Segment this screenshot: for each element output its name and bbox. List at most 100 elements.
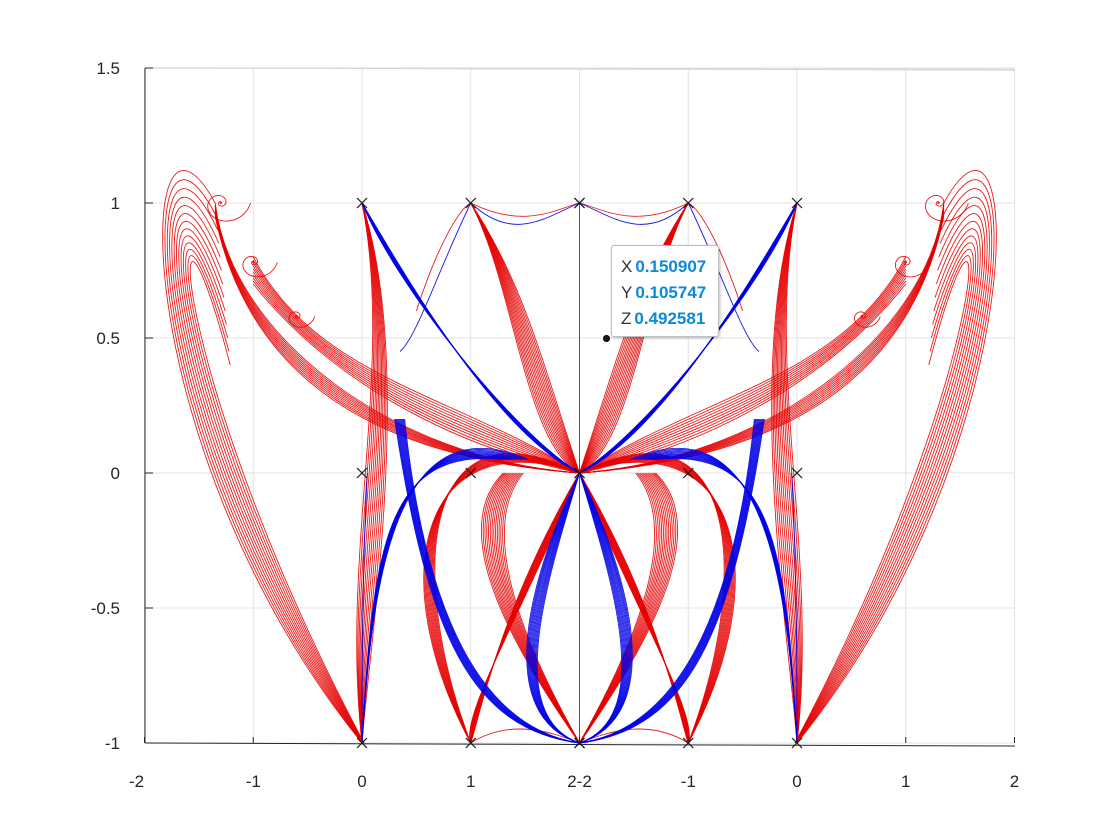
equilibrium-markers (356, 197, 803, 749)
trajectory-curve (171, 205, 364, 744)
trajectory-curve (164, 179, 363, 744)
trajectory-curve (252, 268, 580, 474)
trajectory-curve (579, 202, 798, 474)
equilibrium-marker (791, 197, 803, 209)
equilibrium-marker (791, 737, 803, 749)
trajectory-curve (532, 472, 580, 744)
trajectory-curve (252, 262, 580, 474)
trajectory-curve (795, 213, 986, 744)
trajectory-curve (361, 202, 580, 474)
trajectory-curve (358, 202, 376, 744)
trajectory-curve (579, 454, 726, 744)
trajectory-curve (470, 202, 580, 217)
trajectory-curve (688, 202, 744, 312)
equilibrium-marker (682, 197, 694, 209)
trajectory-curve (775, 202, 798, 744)
trajectory-curve (796, 170, 997, 744)
trajectory-curve (579, 472, 630, 744)
equilibrium-marker (682, 467, 694, 479)
equilibrium-marker (574, 737, 585, 749)
trajectory-curve (579, 472, 625, 744)
trajectory-curve (579, 262, 907, 474)
trajectory-curve (579, 265, 907, 474)
trajectory-curve (169, 196, 363, 744)
trajectory-curve (579, 259, 907, 474)
trajectory-curve (579, 472, 627, 744)
x-tick-label: 0 (357, 772, 366, 791)
equilibrium-marker (356, 467, 368, 479)
trajectory-curve (894, 255, 931, 278)
x-tick-label: 2-2 (567, 772, 592, 791)
x-tick-label: -1 (246, 772, 261, 791)
equilibrium-marker (465, 197, 477, 209)
datatip-z-label: Z (621, 309, 632, 328)
y-tick-label: -1 (105, 734, 120, 753)
trajectory-curve (529, 472, 580, 744)
x-tick-label: -2 (129, 772, 144, 791)
datatip-z-row: Z 0.492581 (621, 306, 718, 332)
y-tick-label: 1.5 (96, 59, 120, 78)
datatip-anchor-dot[interactable] (603, 335, 610, 342)
top-edge-line (604, 67, 1016, 71)
trajectory-curve (579, 202, 689, 217)
trajectory-curve (630, 447, 798, 744)
datatip-z-value: 0.492581 (634, 309, 706, 328)
equilibrium-marker (682, 737, 694, 749)
trajectory-curve (579, 472, 628, 744)
trajectory-curve (579, 453, 725, 744)
datatip-y-row: Y 0.105747 (621, 280, 718, 306)
trajectory-curve (399, 202, 472, 352)
trajectory-curve (166, 188, 363, 744)
trajectory-curve (779, 202, 799, 744)
trajectory-curve (794, 261, 970, 744)
trajectory-curve (771, 202, 798, 744)
trajectory-curve (782, 202, 800, 744)
x-tick-label: 1 (901, 772, 910, 791)
trajectory-curve (795, 205, 988, 744)
datatip-x-label: X (621, 257, 633, 276)
trajectory-curve (470, 202, 580, 474)
trajectory-curve (526, 472, 580, 744)
trajectory-curve (527, 472, 580, 744)
trajectory-curve (180, 235, 364, 744)
trajectory-curve (361, 472, 368, 744)
trajectory-curve (795, 242, 977, 744)
equilibrium-marker (574, 197, 585, 209)
equilibrium-marker (465, 467, 477, 479)
datatip[interactable]: X 0.150907 Y 0.105747 Z 0.492581 (611, 245, 719, 337)
trajectory-curve (532, 472, 580, 744)
trajectory-curve (361, 450, 524, 744)
trajectory-curve (189, 261, 365, 744)
x-tick-label: 2 (1010, 772, 1019, 791)
y-tick-label: 1 (111, 194, 120, 213)
trajectory-curve (796, 188, 993, 744)
trajectory-curve (182, 242, 364, 744)
trajectory-curve (357, 202, 375, 744)
trajectory-curve (504, 472, 580, 744)
trajectory-curve (796, 196, 990, 744)
trajectory-curve (185, 248, 365, 744)
trajectory-curve (361, 202, 383, 744)
trajectory-curve (579, 472, 689, 744)
trajectory-curve (173, 213, 364, 744)
trajectory-curve (361, 202, 384, 744)
datatip-y-label: Y (621, 283, 633, 302)
trajectory-curve (528, 472, 580, 744)
trajectory-curve (361, 202, 388, 744)
trajectory-curve (579, 472, 631, 744)
equilibrium-marker (791, 467, 803, 479)
trajectory-curve (579, 472, 626, 744)
trajectory-curve (579, 472, 632, 744)
tick-labels: -1 -0.5 0 0.5 1 1.5 -2 -1 0 1 2-2 -1 0 1 2 (91, 59, 1020, 791)
equilibrium-marker (465, 737, 477, 749)
trajectory-curve (785, 202, 803, 744)
trajectory-curve (795, 221, 983, 744)
trajectory-curve (531, 472, 580, 744)
trajectory-curve (252, 256, 580, 474)
trajectory-curve (433, 454, 580, 744)
x-tick-label: 1 (466, 772, 475, 791)
trajectory-curve (579, 418, 755, 744)
equilibrium-marker (356, 737, 368, 749)
trajectory-curve (579, 256, 907, 474)
